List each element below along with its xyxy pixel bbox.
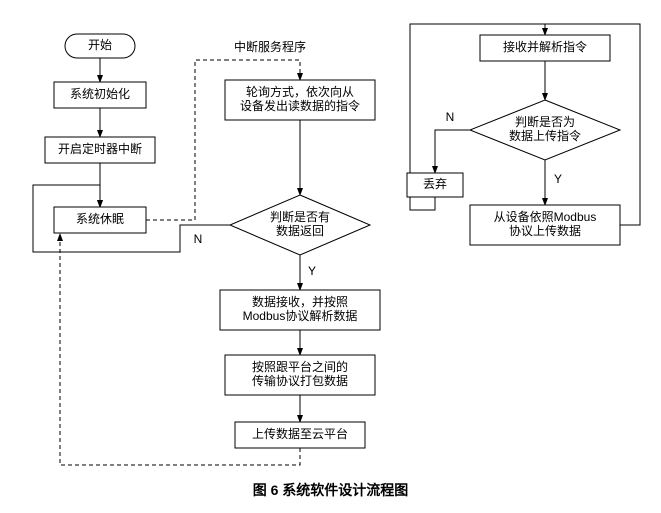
node-text: 判断是否为 [515,114,575,129]
figure-caption: 图 6 系统软件设计流程图 [253,482,409,498]
node-text: Modbus协议解析数据 [243,308,358,323]
edge [435,130,470,173]
node-upload: 上传数据至云平台 [235,422,365,448]
node-text: 协议上传数据 [509,223,581,238]
edge [225,60,300,80]
node-timer: 开启定时器中断 [45,137,155,163]
node-slaveUp: 从设备依照Modbus协议上传数据 [470,205,620,245]
node-text: 开启定时器中断 [58,141,142,156]
flowchart: Y N Y N 开始系统初始化开启定时器中断系统休眠 中断服务程序轮询方式，依次向从设备发… [0,0,661,513]
node-start: 开始 [65,34,135,58]
edge [146,60,225,220]
node-discard: 丢弃 [407,173,463,197]
node-text: 接收并解析指令 [503,39,587,54]
node-text: 设备发出读数据的指令 [240,98,360,113]
edge-label: N [194,232,203,246]
edge-label: Y [308,264,316,278]
node-text: 轮询方式，依次向从 [246,84,354,99]
edge-label: N [446,110,455,124]
node-text: 判断是否有 [270,209,330,224]
node-text: 上传数据至云平台 [252,426,348,441]
node-pack: 按照跟平台之间的传输协议打包数据 [225,355,375,395]
node-recvCmd: 接收并解析指令 [480,35,610,61]
node-text: 数据接收，并按照 [252,294,348,309]
node-text: 系统初始化 [70,87,130,101]
node-text: 从设备依照Modbus [494,209,597,224]
node-text: 系统休眠 [76,212,124,226]
node-sleep: 系统休眠 [54,207,146,233]
node-text: 数据上传指令 [509,128,581,143]
edge-label: Y [554,172,562,186]
node-text: 中断服务程序 [234,39,306,54]
node-poll: 轮询方式，依次向从设备发出读数据的指令 [225,80,375,120]
edge [440,24,545,35]
node-text: 传输协议打包数据 [252,373,348,388]
node-text: 数据返回 [276,223,324,238]
node-text: 按照跟平台之间的 [252,359,348,374]
node-isUpload: 判断是否为数据上传指令 [470,100,620,160]
node-init: 系统初始化 [54,82,146,108]
node-recv: 数据接收，并按照Modbus协议解析数据 [220,290,380,330]
node-text: 丢弃 [423,176,447,191]
node-text: 开始 [88,38,112,52]
node-hasData: 判断是否有数据返回 [230,195,370,255]
